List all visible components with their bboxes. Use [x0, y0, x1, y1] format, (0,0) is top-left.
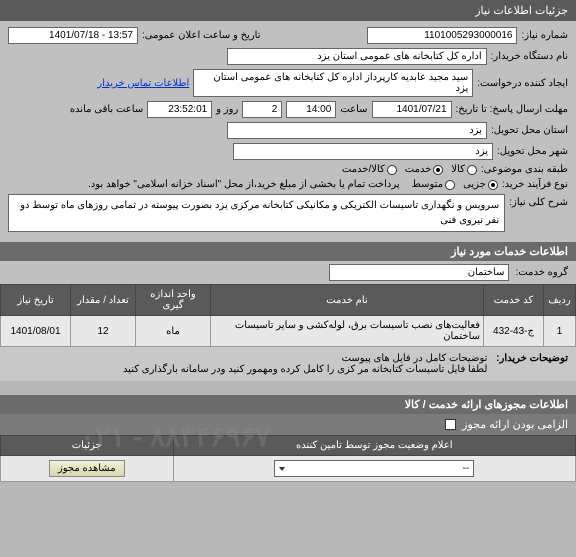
th-row: ردیف [544, 285, 576, 316]
lic-th-status: اعلام وضعیت مجوز توسط تامین کننده [173, 436, 576, 456]
td-name: فعالیت‌های نصب تاسیسات برق، لوله‌کشی و س… [211, 316, 484, 347]
buyer-org-label: نام دستگاه خریدار: [491, 51, 568, 62]
requester-value: سید مجید عابدیه کارپرداز اداره کل کتابخا… [193, 69, 473, 97]
buyer-contact-link[interactable]: اطلاعات تماس خریدار [97, 78, 189, 89]
buyer-note-line1: توضیحات کامل در فایل های پیوست [123, 353, 487, 364]
td-code: ج-43-432 [484, 316, 544, 347]
announce-date-label: تاریخ و ساعت اعلان عمومی: [142, 30, 261, 41]
radio-medium[interactable]: متوسط [412, 179, 455, 190]
status-dropdown[interactable]: -- [274, 460, 474, 477]
service-group-label: گروه خدمت: [515, 267, 568, 278]
chevron-down-icon [279, 467, 285, 471]
announce-date-value: 13:57 - 1401/07/18 [8, 27, 138, 44]
license-table: اعلام وضعیت مجوز توسط تامین کننده جزئیات… [0, 435, 576, 482]
remain-time: 23:52:01 [147, 101, 212, 118]
deadline-time: 14:00 [286, 101, 336, 118]
process-type-radios: جزیی متوسط [412, 179, 498, 190]
province-label: استان محل تحویل: [491, 125, 568, 136]
city-value: یزد [233, 143, 493, 160]
th-date: تاریخ نیاز [1, 285, 71, 316]
details-section: شماره نیاز: 1101005293000016 تاریخ و ساع… [0, 21, 576, 242]
subject-type-label: طبقه بندی موضوعی: [481, 164, 568, 175]
lic-details-cell: مشاهده مجوز [1, 456, 174, 482]
services-section-title: اطلاعات خدمات مورد نیاز [0, 242, 576, 261]
days-value: 2 [242, 101, 282, 118]
th-name: نام خدمت [211, 285, 484, 316]
radio-goods[interactable]: کالا [451, 164, 477, 175]
request-no-value: 1101005293000016 [367, 27, 517, 44]
process-type-label: نوع فرآیند خرید: [502, 179, 568, 190]
license-row: -- مشاهده مجوز [1, 456, 576, 482]
th-unit: واحد اندازه گیری [136, 285, 211, 316]
td-date: 1401/08/01 [1, 316, 71, 347]
header-title: جزئیات اطلاعات نیاز [475, 5, 568, 17]
province-value: یزد [227, 122, 487, 139]
days-label: روز و [216, 104, 238, 115]
city-label: شهر محل تحویل: [497, 146, 568, 157]
buyer-note-line2: لطفا فایل تاسیسات کتابخانه مر کزی را کام… [123, 364, 487, 375]
radio-service[interactable]: خدمت [405, 164, 444, 175]
table-row: 1 ج-43-432 فعالیت‌های نصب تاسیسات برق، ل… [1, 316, 576, 347]
lic-status-cell: -- [173, 456, 576, 482]
td-row: 1 [544, 316, 576, 347]
th-qty: تعداد / مقدار [71, 285, 136, 316]
lic-th-details: جزئیات [1, 436, 174, 456]
buyer-note-box: توضیحات خریدار: توضیحات کامل در فایل های… [0, 347, 576, 381]
request-no-label: شماره نیاز: [521, 30, 568, 41]
license-section-title: اطلاعات مجوزهای ارائه خدمت / کالا [0, 395, 576, 414]
mandatory-label: الزامی بودن ارائه مجوز [462, 418, 568, 431]
radio-minor[interactable]: جزیی [463, 179, 498, 190]
deadline-at-label: ساعت [340, 104, 367, 115]
table-header-row: ردیف کد خدمت نام خدمت واحد اندازه گیری ت… [1, 285, 576, 316]
td-qty: 12 [71, 316, 136, 347]
general-desc-label: شرح کلی نیاز: [509, 194, 568, 208]
subject-type-radios: کالا خدمت کالا/خدمت [342, 164, 477, 175]
deadline-date: 1401/07/21 [372, 101, 452, 118]
payment-note: پرداخت تمام یا بخشی از مبلغ خرید،از محل … [88, 179, 400, 190]
license-mandatory-row: الزامی بودن ارائه مجوز [0, 414, 576, 435]
service-group-value: ساختمان [329, 264, 509, 281]
remain-label: ساعت باقی مانده [70, 104, 143, 115]
general-desc-value: سرویس و نگهداری تاسیسات الکتریکی و مکانی… [8, 194, 505, 232]
requester-label: ایجاد کننده درخواست: [477, 78, 568, 89]
view-license-button[interactable]: مشاهده مجوز [49, 460, 125, 477]
buyer-note-label: توضیحات خریدار: [496, 353, 568, 364]
radio-both[interactable]: کالا/خدمت [342, 164, 397, 175]
deadline-label: مهلت ارسال پاسخ: تا تاریخ: [456, 104, 568, 115]
services-table: ردیف کد خدمت نام خدمت واحد اندازه گیری ت… [0, 284, 576, 347]
buyer-org-value: اداره کل کتابخانه های عمومی استان یزد [227, 48, 487, 65]
td-unit: ماه [136, 316, 211, 347]
mandatory-checkbox[interactable] [445, 419, 456, 430]
page-header: جزئیات اطلاعات نیاز [0, 0, 576, 21]
th-code: کد خدمت [484, 285, 544, 316]
